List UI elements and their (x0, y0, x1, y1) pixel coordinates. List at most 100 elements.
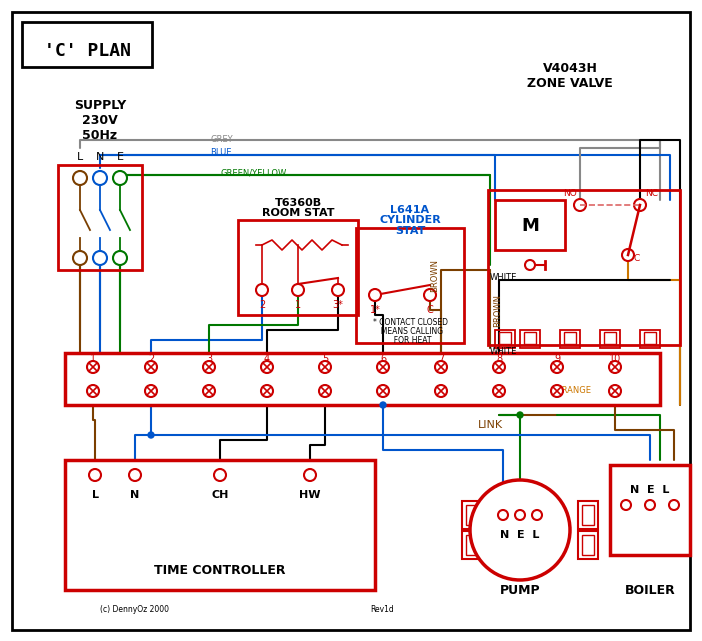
Text: T6360B: T6360B (274, 198, 322, 208)
Circle shape (148, 432, 154, 438)
Bar (610, 465, 690, 555)
Circle shape (435, 361, 447, 373)
Text: GREY: GREY (210, 135, 232, 144)
Text: CYLINDER: CYLINDER (379, 215, 441, 225)
Bar (22, 22, 152, 67)
Text: ORANGE: ORANGE (555, 385, 591, 394)
Text: 2: 2 (148, 354, 154, 364)
Text: V4043H: V4043H (543, 62, 597, 74)
Circle shape (551, 361, 563, 373)
Text: ROOM STAT: ROOM STAT (262, 208, 334, 218)
Bar (600, 330, 620, 348)
Circle shape (493, 361, 505, 373)
Circle shape (377, 361, 389, 373)
Text: L: L (77, 152, 83, 162)
Circle shape (525, 260, 535, 270)
Text: 'C' PLAN: 'C' PLAN (44, 42, 131, 60)
Text: 1*: 1* (369, 305, 380, 315)
Circle shape (73, 251, 87, 265)
Circle shape (256, 284, 268, 296)
Circle shape (622, 249, 634, 261)
Circle shape (319, 361, 331, 373)
Text: PUMP: PUMP (500, 583, 541, 597)
Text: C: C (427, 305, 433, 315)
Circle shape (435, 385, 447, 397)
Circle shape (203, 385, 215, 397)
Text: GREEN/YELLOW: GREEN/YELLOW (220, 168, 286, 177)
Circle shape (73, 171, 87, 185)
Text: WHITE: WHITE (490, 347, 517, 356)
Bar (65, 353, 660, 405)
Circle shape (292, 284, 304, 296)
Circle shape (551, 385, 563, 397)
Circle shape (93, 251, 107, 265)
Text: 5: 5 (322, 354, 328, 364)
Text: HW: HW (299, 490, 321, 500)
Bar (582, 505, 594, 525)
Circle shape (645, 500, 655, 510)
Circle shape (493, 385, 505, 397)
Circle shape (380, 402, 386, 408)
Bar (499, 332, 511, 344)
Circle shape (424, 289, 436, 301)
Text: ZONE VALVE: ZONE VALVE (527, 76, 613, 90)
Bar (238, 220, 358, 315)
Text: 8: 8 (496, 354, 502, 364)
Bar (462, 501, 482, 529)
Text: BROWN: BROWN (430, 258, 439, 292)
Text: 230V: 230V (82, 113, 118, 126)
Circle shape (145, 361, 157, 373)
Circle shape (377, 385, 389, 397)
Bar (466, 505, 478, 525)
Circle shape (93, 171, 107, 185)
Text: N  E  L: N E L (630, 485, 670, 495)
Bar (578, 531, 598, 559)
Bar (495, 330, 515, 348)
Bar (462, 531, 482, 559)
Circle shape (470, 480, 570, 580)
Text: BLUE: BLUE (210, 148, 232, 157)
Bar (495, 200, 565, 250)
Circle shape (87, 385, 99, 397)
Text: MEANS CALLING: MEANS CALLING (376, 327, 444, 336)
Bar (58, 165, 142, 270)
Text: STAT: STAT (395, 226, 425, 236)
Text: * CONTACT CLOSED: * CONTACT CLOSED (373, 318, 447, 327)
Circle shape (304, 469, 316, 481)
Bar (604, 332, 616, 344)
Text: FOR HEAT: FOR HEAT (389, 336, 431, 345)
Text: SUPPLY: SUPPLY (74, 99, 126, 112)
Circle shape (214, 469, 226, 481)
Circle shape (498, 510, 508, 520)
Circle shape (319, 385, 331, 397)
Text: 7: 7 (438, 354, 444, 364)
Circle shape (609, 361, 621, 373)
Text: 9: 9 (554, 354, 560, 364)
Text: LINK: LINK (477, 420, 503, 430)
Text: 3: 3 (206, 354, 212, 364)
Circle shape (621, 500, 631, 510)
Text: 3*: 3* (333, 300, 343, 310)
Text: N  E  L: N E L (501, 530, 540, 540)
Circle shape (87, 361, 99, 373)
Circle shape (369, 289, 381, 301)
Text: 1: 1 (295, 300, 301, 310)
Bar (564, 332, 576, 344)
Circle shape (634, 199, 646, 211)
Text: L: L (91, 490, 98, 500)
Text: NO: NO (563, 189, 577, 198)
Text: BOILER: BOILER (625, 583, 675, 597)
Bar (356, 228, 464, 343)
Text: WHITE: WHITE (490, 273, 517, 282)
Text: 1: 1 (90, 354, 96, 364)
Text: N: N (131, 490, 140, 500)
Circle shape (574, 199, 586, 211)
Text: 50Hz: 50Hz (82, 128, 117, 142)
Text: L641A: L641A (390, 205, 430, 215)
Text: BROWN: BROWN (493, 294, 502, 326)
Text: M: M (521, 217, 539, 235)
Circle shape (203, 361, 215, 373)
Circle shape (609, 385, 621, 397)
Circle shape (113, 171, 127, 185)
Text: TIME CONTROLLER: TIME CONTROLLER (154, 563, 286, 576)
